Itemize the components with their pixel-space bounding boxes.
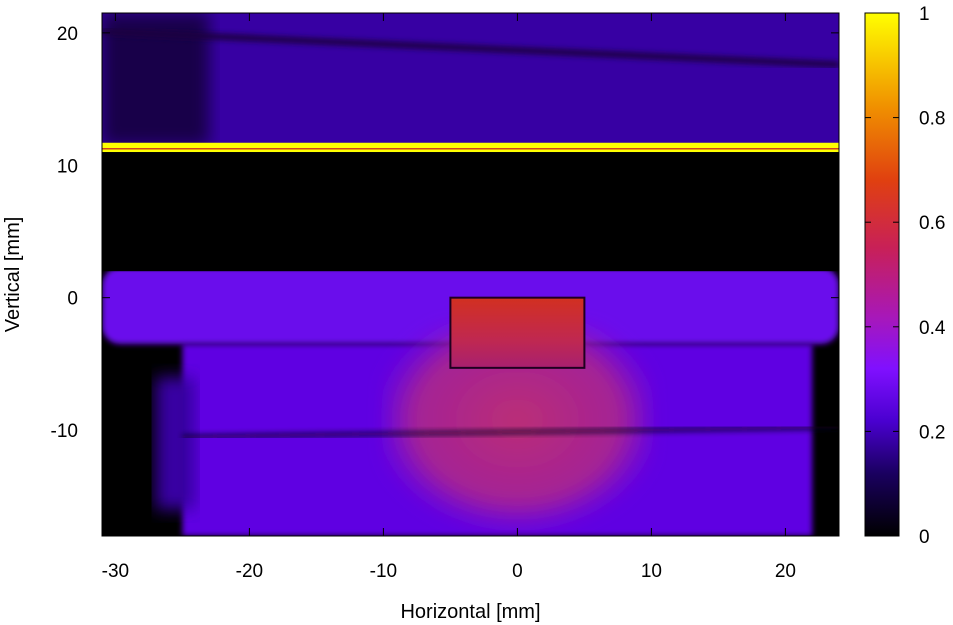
y-tick-label: 0 [67,289,78,310]
upper-panel-region [102,13,839,146]
colorbar-tick-label: 0.4 [919,318,946,339]
x-axis: -30 -20 -10 0 10 20 [102,13,796,582]
colorbar-tick-label: 0.8 [919,109,945,130]
colorbar-gradient [864,12,900,537]
dark-band-region [102,152,839,272]
colorbar-tick-label: 1 [919,4,930,25]
x-tick-label: -20 [236,561,263,582]
upper-panel-wire [102,28,839,68]
colorbar: 0 0.2 0.4 0.6 0.8 1 [864,4,946,548]
x-tick-label: -30 [102,561,129,582]
colorbar-tick-label: 0 [919,527,930,548]
colorbar-tick-label: 0.6 [919,213,945,234]
colorbar-tick-label: 0.2 [919,422,945,443]
x-tick-label: 10 [641,561,662,582]
lower-panel-left-glow [155,377,196,510]
horizontal-wire-line [182,425,839,439]
y-axis: -10 0 10 20 [51,24,839,442]
x-tick-label: -10 [370,561,397,582]
x-tick-label: 20 [775,561,796,582]
y-tick-label: 10 [57,156,78,177]
x-axis-label: Horizontal [mm] [400,601,540,623]
x-tick-label: 0 [512,561,523,582]
y-tick-label: 20 [57,24,78,45]
y-axis-label: Vertical [mm] [2,217,24,333]
plot-area [102,13,839,536]
bright-stripe-region [102,142,839,153]
y-tick-label: -10 [51,421,78,442]
plot-frame [101,12,840,537]
